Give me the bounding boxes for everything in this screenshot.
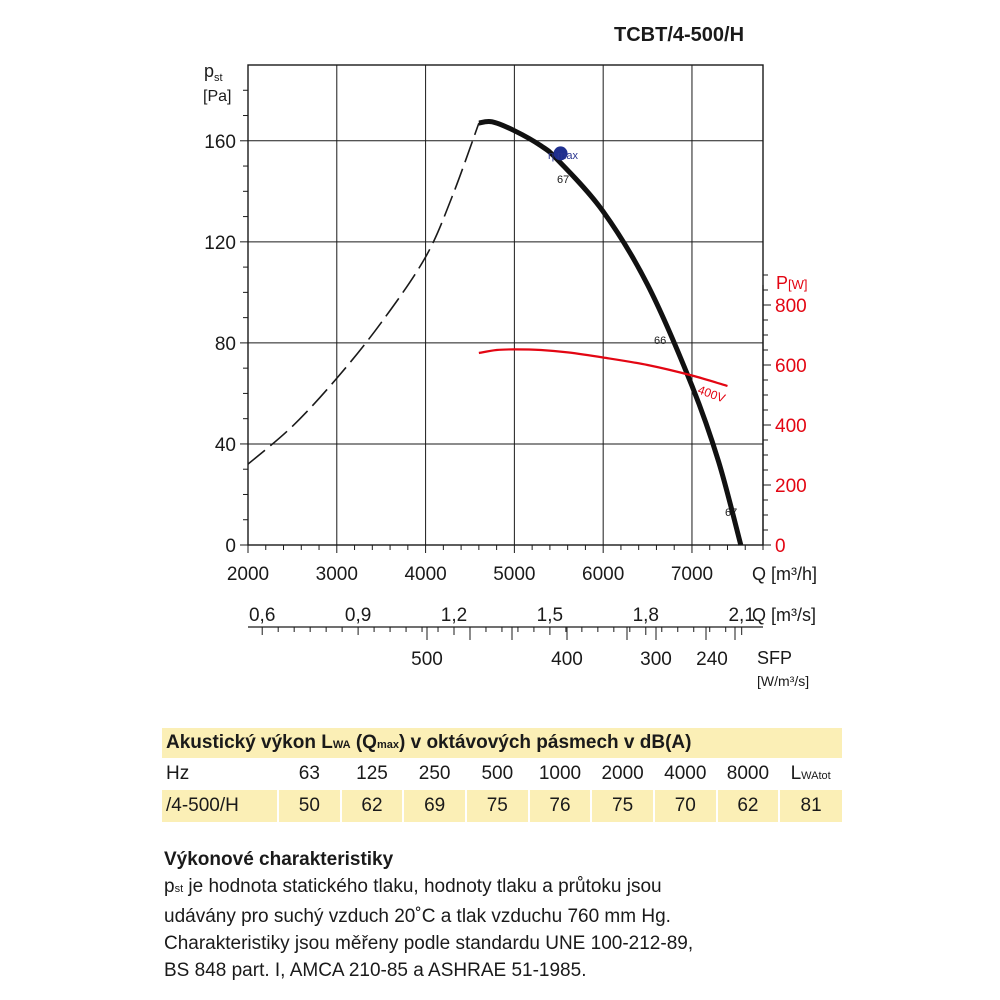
sfp-axis-unit: [W/m³/s] <box>757 673 809 689</box>
right-tick-label: 600 <box>775 356 807 377</box>
band-250: 250 <box>403 758 466 790</box>
y-axis-label: pst <box>204 61 223 84</box>
values-row: /4-500/H 50 62 69 75 76 75 70 62 81 <box>162 790 842 822</box>
x2-tick-label: 1,5 <box>537 605 563 626</box>
right-tick-label: 400 <box>775 416 807 437</box>
efficiency-label-67b: 67 <box>725 507 737 519</box>
efficiency-label-67a: 67 <box>557 174 569 186</box>
right-tick-label: 0 <box>775 536 786 557</box>
value-4000: 70 <box>652 790 717 822</box>
x2-tick-label: 1,2 <box>441 605 467 626</box>
x-tick-label: 3000 <box>316 564 358 585</box>
y-axis-unit: [Pa] <box>203 88 231 105</box>
y-tick-label: 40 <box>215 435 236 456</box>
band-63: 63 <box>278 758 341 790</box>
value-2000: 75 <box>590 790 654 822</box>
band-8000: 8000 <box>716 758 780 790</box>
performance-title: Výkonové charakteristiky <box>164 849 394 870</box>
performance-line-3: Charakteristiky jsou měřeny podle standa… <box>164 933 694 954</box>
x2-tick-label: 1,8 <box>633 605 659 626</box>
x2-axis-label: Q [m³/s] <box>752 605 816 625</box>
acoustic-table: Akustický výkon LWA (Qmax) v oktávových … <box>162 728 842 822</box>
sfp-tick-label: 240 <box>696 649 728 670</box>
x2-tick-label: 0,9 <box>345 605 371 626</box>
value-1000: 76 <box>527 790 592 822</box>
efficiency-label-66: 66 <box>654 335 666 347</box>
x-tick-label: 6000 <box>582 564 624 585</box>
right-tick-label: 800 <box>775 296 807 317</box>
sfp-axis-label: SFP <box>757 648 792 668</box>
hz-row: Hz 63 125 250 500 1000 2000 4000 8000 LW… <box>162 758 842 790</box>
band-4000: 4000 <box>653 758 717 790</box>
sfp-tick-label: 400 <box>551 649 583 670</box>
performance-line-2: udávány pro suchý vzduch 20˚C a tlak vzd… <box>164 906 671 927</box>
hz-label: Hz <box>162 758 278 790</box>
sfp-tick-label: 300 <box>640 649 672 670</box>
y-tick-label: 160 <box>204 132 236 153</box>
y-tick-label: 80 <box>215 334 236 355</box>
performance-notes: Výkonové charakteristiky pst je hodnota … <box>164 846 844 984</box>
value-125: 62 <box>339 790 404 822</box>
pressure-curve <box>478 118 744 546</box>
value-8000: 62 <box>715 790 780 822</box>
value-500: 75 <box>464 790 529 822</box>
row-label: /4-500/H <box>162 790 278 822</box>
x-tick-label: 2000 <box>227 564 269 585</box>
acoustic-title: Akustický výkon LWA (Qmax) v oktávových … <box>162 728 842 758</box>
pressure-curve-unstable <box>247 122 480 465</box>
y-tick-label: 120 <box>204 233 236 254</box>
band-2000: 2000 <box>591 758 654 790</box>
band-1000: 1000 <box>528 758 592 790</box>
plot-frame <box>247 64 764 546</box>
value-250: 69 <box>402 790 466 822</box>
x-axis-label: Q [m³/h] <box>752 564 817 584</box>
x-tick-label: 5000 <box>493 564 535 585</box>
sfp-tick-label: 500 <box>411 649 443 670</box>
y-tick-label: 0 <box>225 536 236 557</box>
value-total: 81 <box>778 790 842 822</box>
performance-line-1: pst je hodnota statického tlaku, hodnoty… <box>164 876 662 897</box>
eta-max-point <box>553 146 568 161</box>
band-500: 500 <box>465 758 529 790</box>
x-tick-label: 7000 <box>671 564 713 585</box>
performance-line-4: BS 848 part. I, AMCA 210-85 a ASHRAE 51-… <box>164 960 587 981</box>
x2-tick-label: 2,1 <box>728 605 754 626</box>
eta-max-label: η max <box>548 150 578 162</box>
right-tick-label: 200 <box>775 476 807 497</box>
model-title: TCBT/4-500/H <box>614 24 745 46</box>
fan-curve-chart: 0 40 80 120 160 pst [Pa] 0 200 400 600 800 P[W] 2000 3… <box>203 61 817 689</box>
value-63: 50 <box>277 790 341 822</box>
x2-tick-label: 0,6 <box>249 605 275 626</box>
right-axis-label: P[W] <box>776 273 808 293</box>
x-tick-label: 4000 <box>404 564 446 585</box>
band-125: 125 <box>340 758 404 790</box>
power-curve-400v <box>478 348 728 388</box>
total-label: LWAtot <box>779 758 842 790</box>
